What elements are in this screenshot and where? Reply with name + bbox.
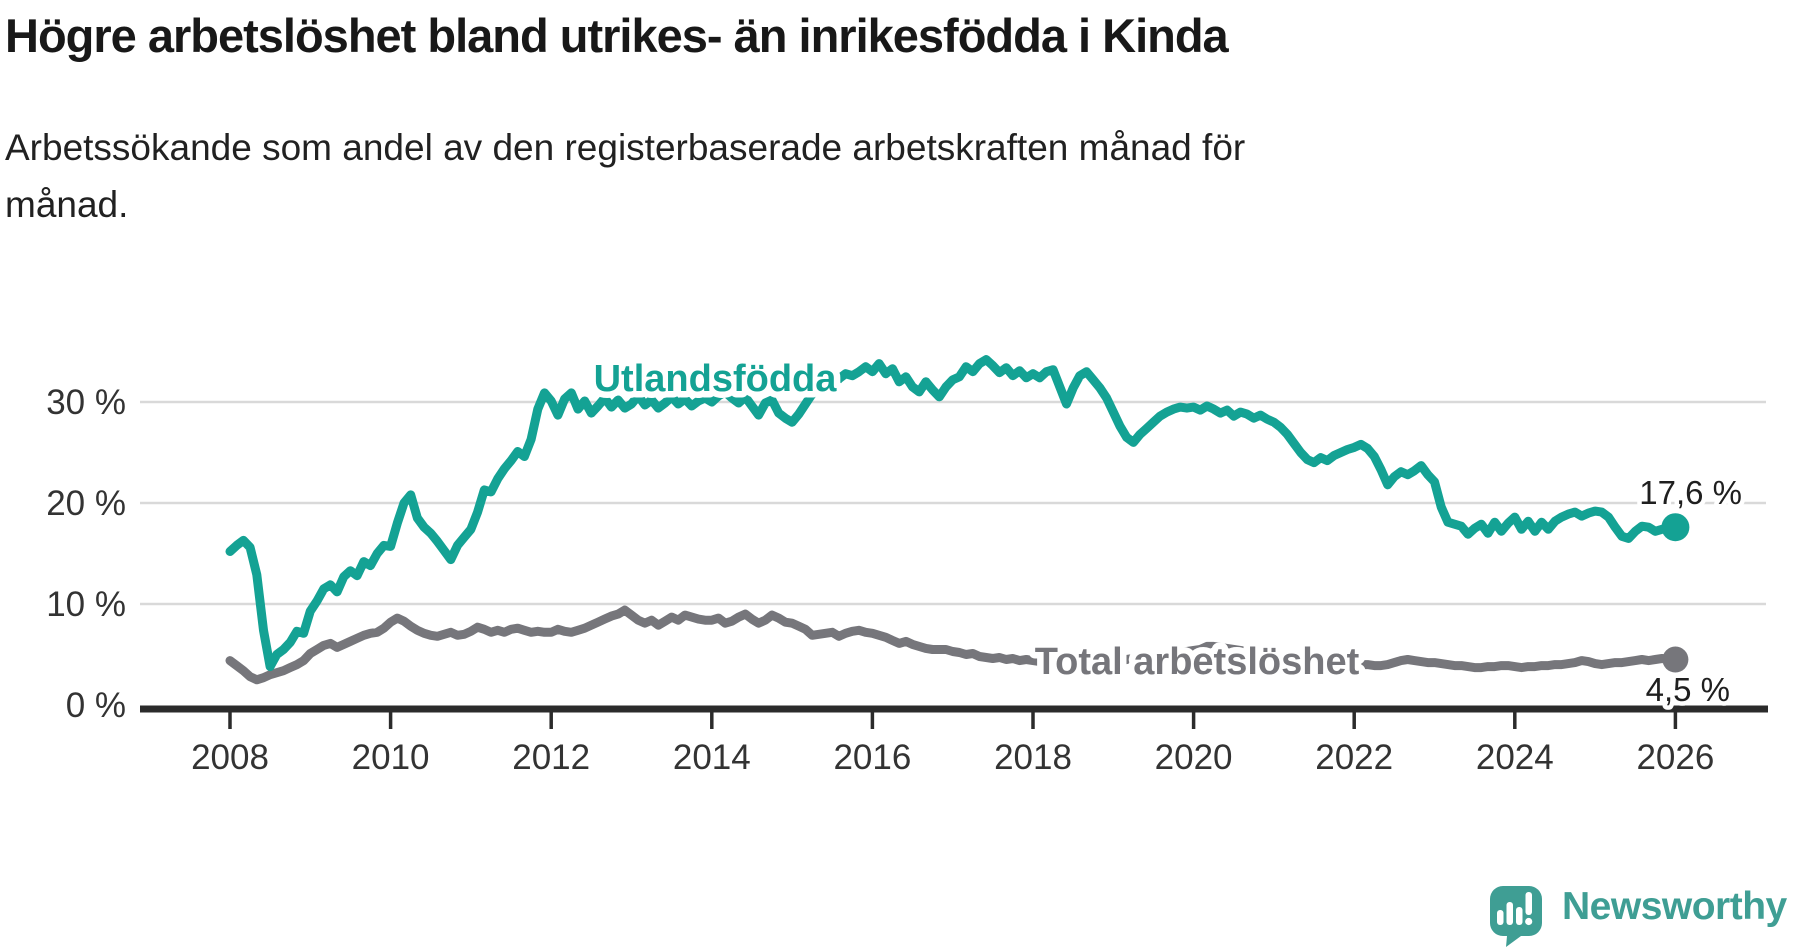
newsworthy-logo: Newsworthy bbox=[1490, 885, 1787, 948]
end-value-label-total: 4,5 % bbox=[1646, 671, 1730, 708]
newsworthy-wordmark: Newsworthy bbox=[1562, 885, 1787, 928]
chart-subtitle-line2: månad. bbox=[5, 184, 129, 225]
series-end-dot-utlandsfodda bbox=[1661, 513, 1690, 542]
series-line-utlandsfodda bbox=[225, 355, 1680, 672]
x-tick-label: 2010 bbox=[352, 738, 430, 777]
series-label-utlandsfodda: Utlandsfödda bbox=[594, 358, 838, 400]
x-tick-label: 2020 bbox=[1155, 738, 1233, 777]
x-tick-label: 2024 bbox=[1476, 738, 1554, 777]
x-tick-label: 2022 bbox=[1315, 738, 1393, 777]
bar-chart-speech-bubble-icon bbox=[1490, 886, 1542, 947]
series-label-total: Total arbetslöshet bbox=[1035, 641, 1360, 683]
x-tick-label: 2016 bbox=[833, 738, 911, 777]
x-tick-label: 2014 bbox=[673, 738, 751, 777]
chart-title: Högre arbetslöshet bland utrikes- än inr… bbox=[5, 9, 1229, 62]
y-tick-label: 30 % bbox=[46, 383, 126, 422]
series-end-dot-total bbox=[1662, 646, 1689, 673]
y-tick-label: 10 % bbox=[46, 585, 126, 624]
x-tick-label: 2012 bbox=[512, 738, 590, 777]
x-tick-label: 2026 bbox=[1636, 738, 1714, 777]
y-tick-label: 0 % bbox=[66, 686, 126, 725]
chart-subtitle-line1: Arbetssökande som andel av den registerb… bbox=[5, 127, 1246, 168]
end-value-label-utlandsfodda: 17,6 % bbox=[1639, 474, 1742, 511]
y-tick-label: 20 % bbox=[46, 484, 126, 523]
x-tick-label: 2018 bbox=[994, 738, 1072, 777]
chart-subtitle: Arbetssökande som andel av den registerb… bbox=[5, 119, 1245, 233]
x-tick-label: 2008 bbox=[191, 738, 269, 777]
series-line-total bbox=[225, 605, 1680, 685]
